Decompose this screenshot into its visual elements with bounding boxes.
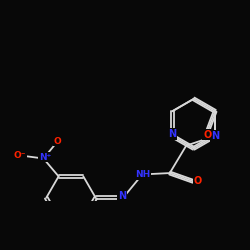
Text: O: O <box>194 176 202 186</box>
Text: O: O <box>203 130 212 140</box>
Text: O: O <box>53 137 61 146</box>
Text: N: N <box>168 129 176 139</box>
Text: N⁺: N⁺ <box>39 153 51 162</box>
Text: NH: NH <box>135 170 150 179</box>
Text: N: N <box>211 131 219 141</box>
Text: N: N <box>118 192 126 202</box>
Text: O⁻: O⁻ <box>13 151 26 160</box>
